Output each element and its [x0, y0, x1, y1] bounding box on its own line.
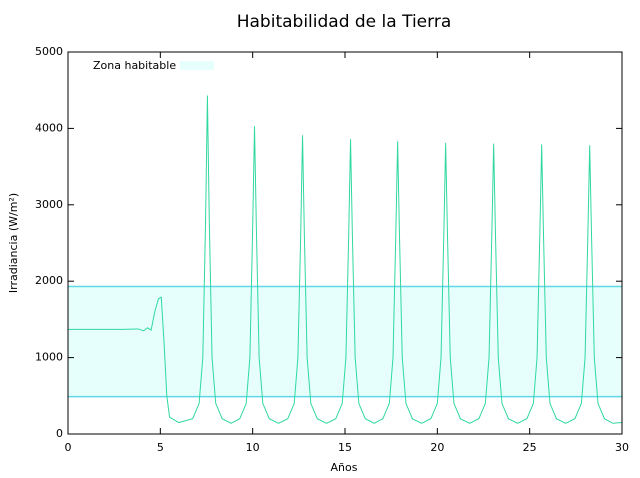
- x-tick-label: 5: [157, 441, 164, 454]
- legend-swatch: [180, 61, 214, 70]
- y-tick-label: 5000: [35, 45, 63, 58]
- x-tick-label: 10: [246, 441, 260, 454]
- x-tick-label: 20: [430, 441, 444, 454]
- y-tick-label: 2000: [35, 274, 63, 287]
- y-tick-label: 1000: [35, 351, 63, 364]
- legend-label: Zona habitable: [93, 59, 176, 72]
- x-axis-label: Años: [331, 461, 358, 474]
- y-tick-label: 3000: [35, 198, 63, 211]
- y-tick-label: 4000: [35, 121, 63, 134]
- x-tick-label: 25: [523, 441, 537, 454]
- y-tick-label: 0: [56, 427, 63, 440]
- line: [68, 95, 623, 424]
- habitable-zone: [68, 286, 622, 397]
- chart-title: Habitabilidad de la Tierra: [237, 12, 452, 32]
- x-tick-label: 15: [338, 441, 352, 454]
- x-tick-label: 0: [65, 441, 72, 454]
- y-axis-label: Irradiancia (W/m²): [7, 193, 20, 293]
- x-tick-label: 30: [615, 441, 629, 454]
